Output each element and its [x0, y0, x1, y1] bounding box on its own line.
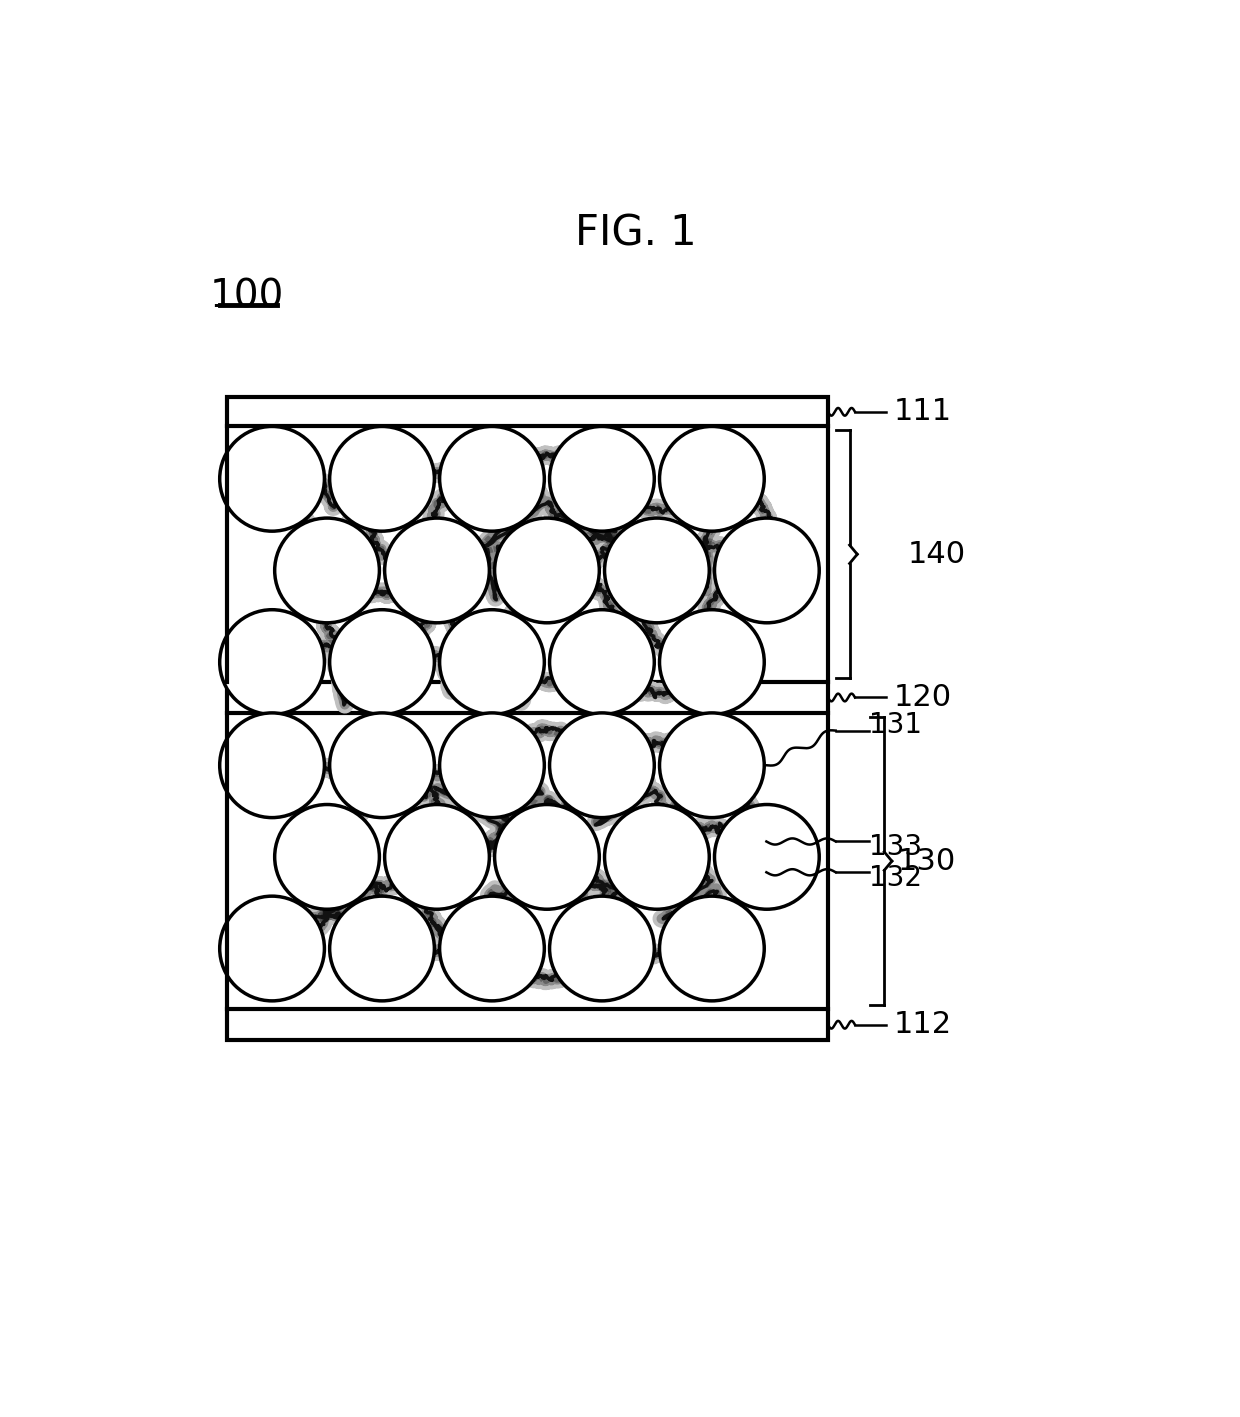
Bar — [227, 397, 828, 427]
Circle shape — [275, 805, 379, 910]
Circle shape — [440, 713, 544, 818]
Bar — [227, 1009, 828, 1040]
Circle shape — [440, 609, 544, 714]
Circle shape — [660, 427, 764, 531]
Circle shape — [384, 519, 490, 623]
Text: 111: 111 — [894, 397, 951, 427]
Circle shape — [330, 427, 434, 531]
Circle shape — [549, 427, 655, 531]
Circle shape — [549, 609, 655, 714]
Circle shape — [549, 713, 655, 818]
Circle shape — [219, 896, 325, 1000]
Circle shape — [330, 713, 434, 818]
Circle shape — [440, 896, 544, 1000]
Circle shape — [605, 519, 709, 623]
Circle shape — [549, 896, 655, 1000]
Circle shape — [660, 896, 764, 1000]
Circle shape — [219, 713, 325, 818]
Text: 100: 100 — [210, 278, 284, 316]
Circle shape — [660, 609, 764, 714]
Circle shape — [219, 427, 325, 531]
Circle shape — [660, 713, 764, 818]
Text: 131: 131 — [869, 711, 921, 740]
Circle shape — [330, 896, 434, 1000]
Text: 140: 140 — [908, 540, 966, 568]
Circle shape — [275, 519, 379, 623]
Text: 133: 133 — [869, 833, 921, 862]
Text: 112: 112 — [894, 1010, 951, 1039]
Text: FIG. 1: FIG. 1 — [574, 213, 697, 255]
Circle shape — [714, 805, 820, 910]
Circle shape — [605, 805, 709, 910]
Circle shape — [495, 519, 599, 623]
Bar — [227, 682, 828, 713]
Circle shape — [330, 609, 434, 714]
Circle shape — [384, 805, 490, 910]
Text: 120: 120 — [894, 683, 951, 711]
Circle shape — [495, 805, 599, 910]
Text: 130: 130 — [898, 846, 956, 876]
Text: 132: 132 — [869, 864, 921, 893]
Circle shape — [440, 427, 544, 531]
Circle shape — [714, 519, 820, 623]
Circle shape — [219, 609, 325, 714]
